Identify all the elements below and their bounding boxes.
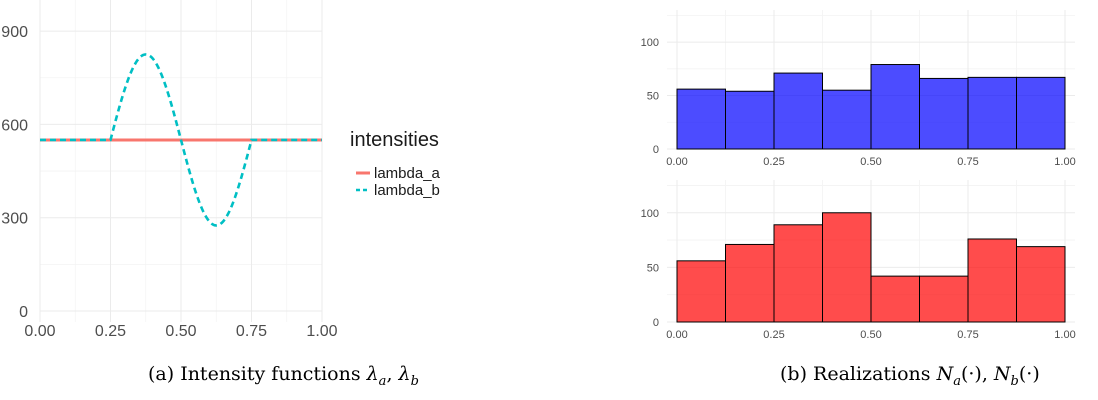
x-tick-label: 1.00 bbox=[306, 323, 337, 340]
chart-histogram-blue: 0.00 0.25 0.50 0.75 1.00 0 50 100 bbox=[641, 10, 1076, 168]
y-tick-label: 50 bbox=[647, 262, 659, 274]
x-tick-label: 0.75 bbox=[957, 329, 978, 341]
y-tick-label: 0 bbox=[653, 144, 659, 156]
caption-a: (a) Intensity functions λa, λb bbox=[148, 363, 419, 389]
y-tick-label: 600 bbox=[1, 117, 28, 134]
x-tick-label: 0.50 bbox=[860, 156, 881, 168]
histogram-bar bbox=[919, 275, 969, 323]
x-tick-label: 0.00 bbox=[24, 323, 55, 340]
y-tick-label: 100 bbox=[641, 37, 659, 49]
x-tick-label: 0.75 bbox=[236, 323, 267, 340]
histogram-bar bbox=[725, 90, 775, 150]
y-tick-label: 900 bbox=[1, 24, 28, 41]
x-tick-label: 0.00 bbox=[666, 329, 687, 341]
legend-label-lambda-b: lambda_b bbox=[374, 182, 440, 199]
histogram-bar bbox=[773, 224, 823, 323]
series-line-lambda-b bbox=[40, 53, 322, 227]
histogram-bar bbox=[967, 76, 1017, 150]
x-tick-label: 0.75 bbox=[957, 156, 978, 168]
chart-intensity-functions: 0.00 0.25 0.50 0.75 1.00 0 300 600 900 intensitie… bbox=[1, 0, 441, 340]
x-tick-label: 0.50 bbox=[860, 329, 881, 341]
histogram-bar bbox=[919, 77, 969, 150]
histogram-bar bbox=[1016, 76, 1066, 150]
x-tick-label: 1.00 bbox=[1054, 156, 1075, 168]
histogram-bar bbox=[676, 88, 726, 150]
x-tick-label: 1.00 bbox=[1054, 329, 1075, 341]
y-tick-label: 0 bbox=[19, 304, 28, 321]
y-tick-label: 300 bbox=[1, 211, 28, 228]
chart-histogram-red: 0.00 0.25 0.50 0.75 1.00 0 50 100 bbox=[641, 180, 1076, 341]
x-tick-label: 0.50 bbox=[165, 323, 196, 340]
x-tick-label: 0.25 bbox=[763, 329, 784, 341]
histogram-bar bbox=[967, 238, 1017, 323]
y-tick-label: 50 bbox=[647, 91, 659, 103]
x-tick-label: 0.00 bbox=[666, 156, 687, 168]
legend-title: intensities bbox=[350, 129, 439, 151]
y-tick-label: 100 bbox=[641, 208, 659, 220]
histogram-bar bbox=[725, 243, 775, 323]
histogram-bar bbox=[1016, 246, 1066, 323]
histogram-bar bbox=[822, 89, 872, 150]
legend-label-lambda-a: lambda_a bbox=[374, 165, 441, 182]
x-tick-label: 0.25 bbox=[763, 156, 784, 168]
caption-b: (b) Realizations Na(·), Nb(·) bbox=[780, 363, 1040, 389]
x-tick-label: 0.25 bbox=[95, 323, 126, 340]
y-tick-label: 0 bbox=[653, 317, 659, 329]
histogram-bar bbox=[870, 275, 920, 323]
histogram-bar bbox=[822, 212, 872, 323]
histogram-bar bbox=[676, 260, 726, 323]
histogram-bar bbox=[773, 72, 823, 150]
histogram-bar bbox=[870, 64, 920, 150]
